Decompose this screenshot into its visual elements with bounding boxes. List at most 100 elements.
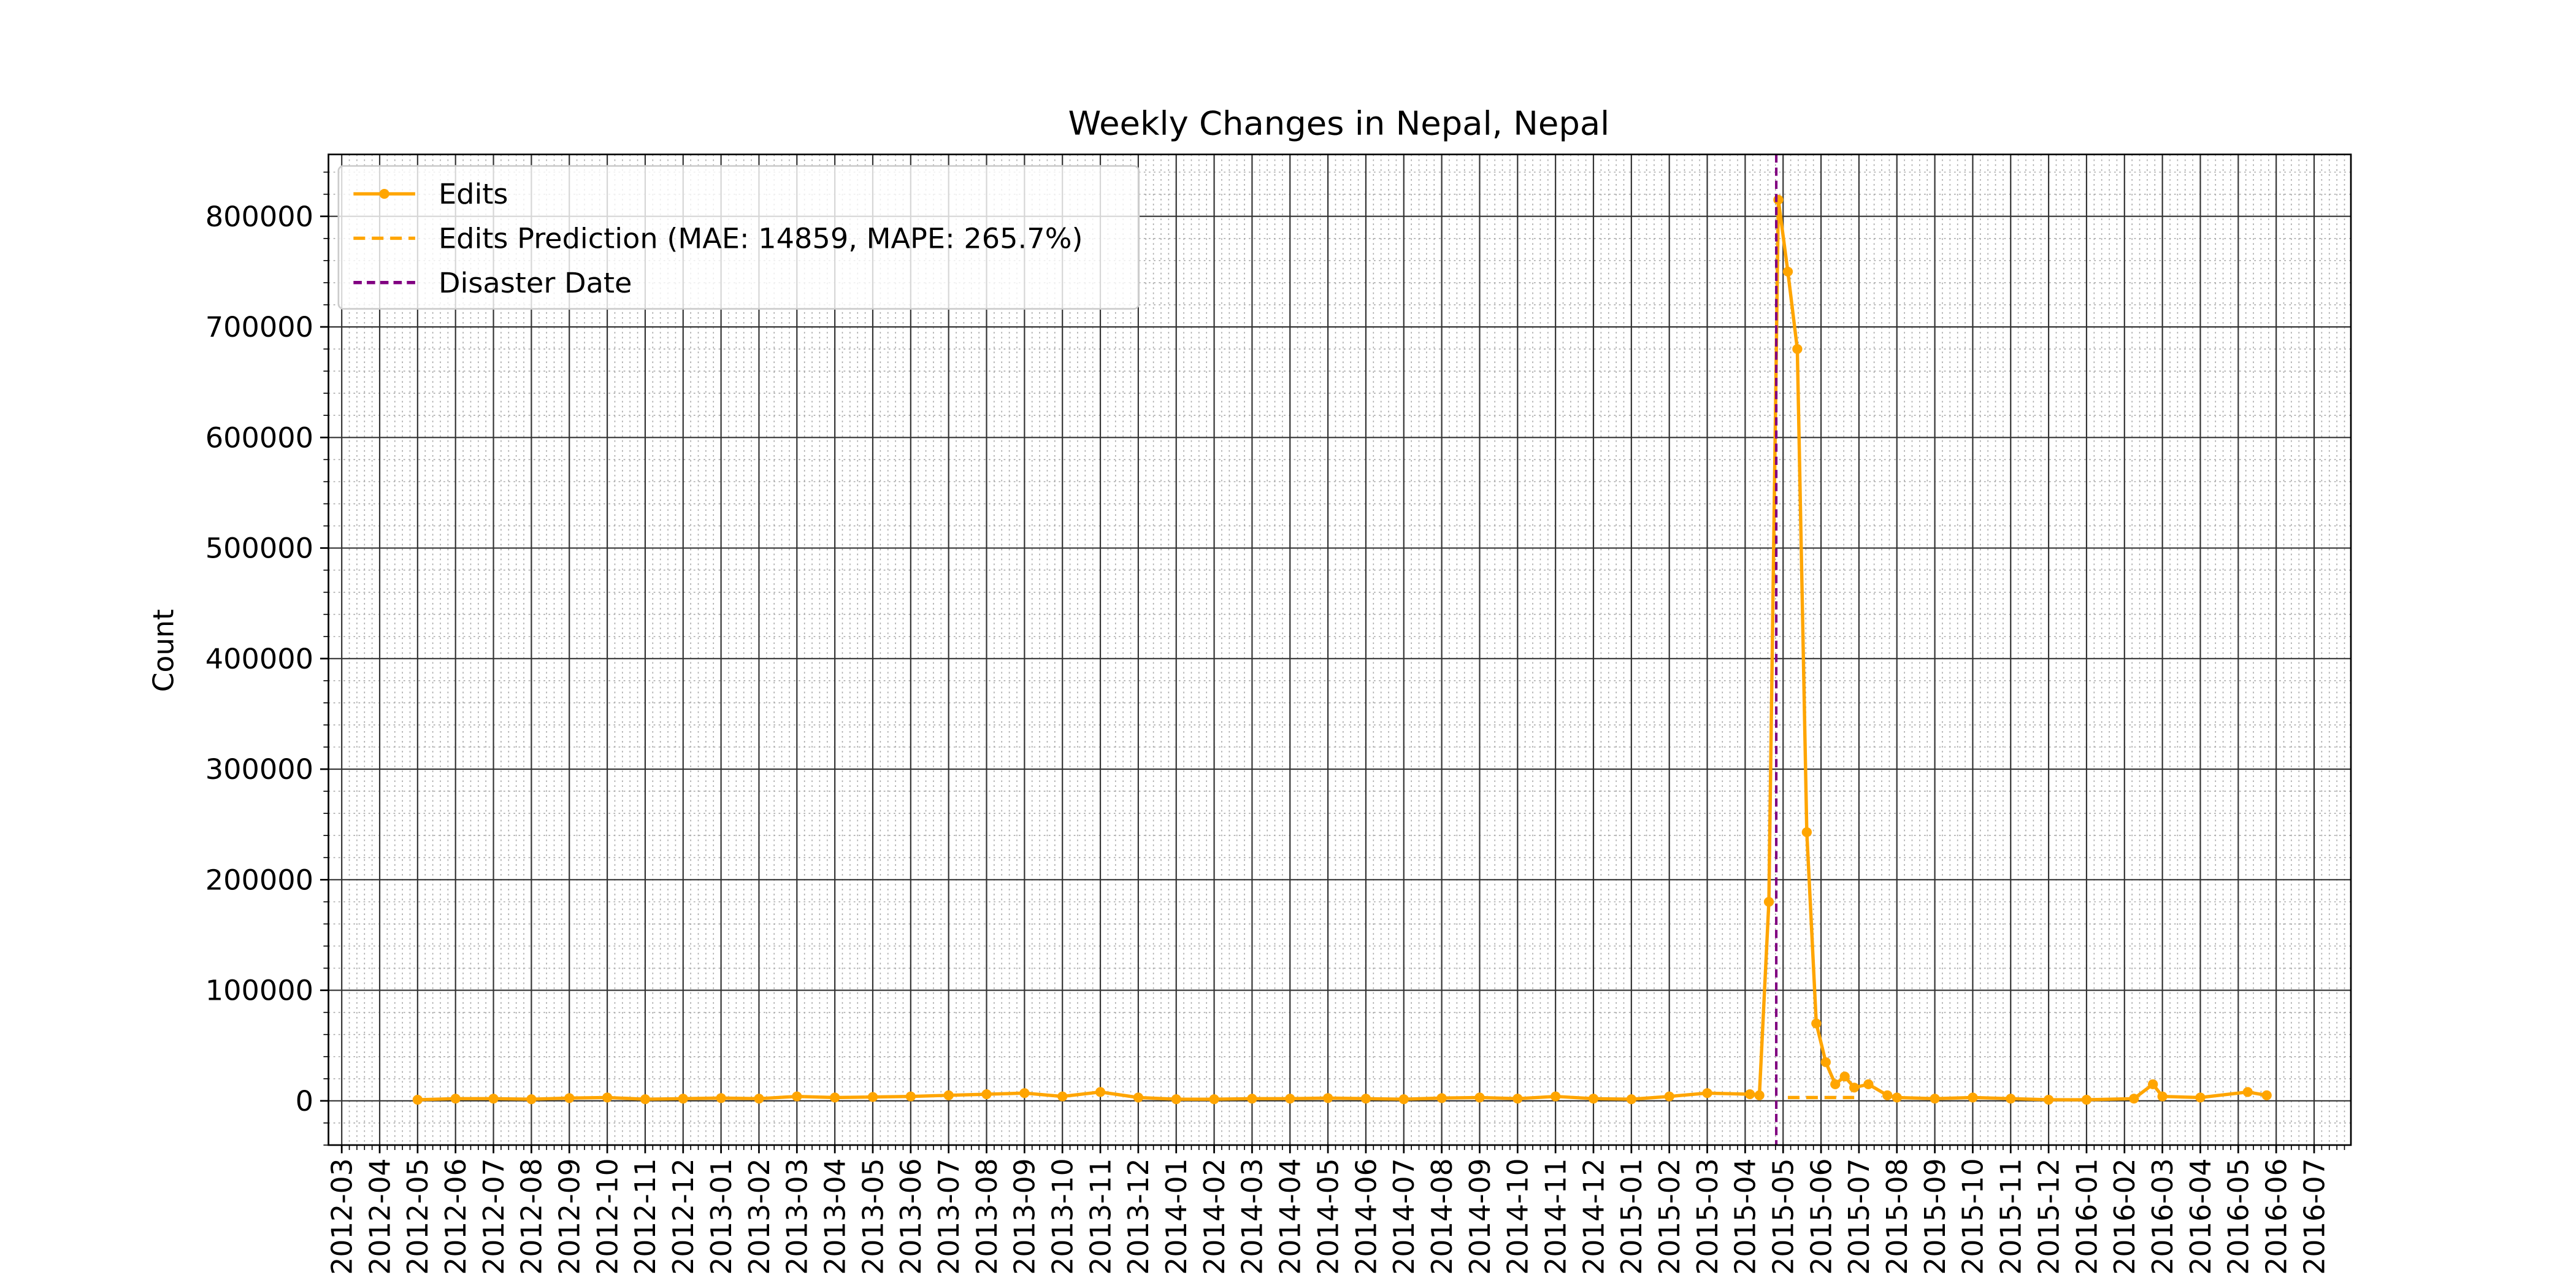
x-tick-label: 2012-06 — [439, 1158, 472, 1275]
data-point — [1702, 1088, 1712, 1098]
y-tick-label: 0 — [296, 1084, 313, 1117]
x-tick-label: 2015-01 — [1615, 1158, 1648, 1275]
data-point — [1801, 827, 1812, 837]
data-point — [1930, 1094, 1940, 1104]
y-tick-label: 400000 — [205, 642, 313, 675]
x-tick-label: 2014-10 — [1501, 1158, 1534, 1275]
data-point — [1792, 344, 1803, 355]
legend-box — [337, 165, 1140, 310]
data-point — [1744, 1089, 1755, 1100]
data-point — [1360, 1094, 1371, 1104]
data-point — [2006, 1094, 2016, 1104]
data-point — [1892, 1092, 1902, 1103]
x-tick-label: 2013-03 — [780, 1158, 813, 1275]
x-tick-label: 2016-04 — [2183, 1158, 2217, 1275]
data-point — [1882, 1090, 1893, 1100]
data-point — [1398, 1094, 1409, 1105]
x-tick-label: 2014-05 — [1311, 1158, 1344, 1275]
x-tick-label: 2012-10 — [591, 1158, 624, 1275]
x-tick-label: 2016-07 — [2298, 1158, 2331, 1275]
y-tick-label: 200000 — [205, 864, 313, 897]
legend-label: Edits Prediction (MAE: 14859, MAPE: 265.… — [439, 222, 1083, 255]
x-tick-label: 2014-11 — [1539, 1158, 1572, 1275]
data-point — [564, 1093, 575, 1103]
x-tick-label: 2014-04 — [1273, 1158, 1306, 1275]
data-point — [1811, 1018, 1822, 1029]
x-tick-label: 2013-04 — [818, 1158, 851, 1275]
data-point — [1763, 897, 1774, 907]
y-tick-label: 300000 — [205, 753, 313, 786]
x-tick-label: 2016-01 — [2070, 1158, 2103, 1275]
data-point — [754, 1094, 764, 1104]
x-tick-label: 2015-12 — [2032, 1158, 2065, 1275]
data-point — [1247, 1094, 1257, 1104]
data-point — [640, 1094, 651, 1105]
data-point — [1322, 1093, 1333, 1103]
x-tick-label: 2013-07 — [932, 1158, 965, 1275]
x-tick-label: 2012-04 — [363, 1158, 396, 1275]
x-tick-label: 2016-02 — [2108, 1158, 2141, 1275]
data-point — [2261, 1090, 2272, 1100]
legend: Edits Edits Prediction (MAE: 14859, MAPE:… — [337, 165, 1140, 310]
x-tick-label: 2015-06 — [1804, 1158, 1838, 1275]
data-point — [1133, 1092, 1144, 1103]
x-tick-label: 2015-10 — [1956, 1158, 1989, 1275]
data-point — [2043, 1095, 2054, 1105]
data-point — [981, 1089, 992, 1100]
data-point — [1057, 1091, 1068, 1102]
x-tick-label: 2014-08 — [1425, 1158, 1459, 1275]
x-tick-label: 2015-08 — [1880, 1158, 1914, 1275]
data-point — [1209, 1094, 1219, 1105]
x-tick-label: 2015-02 — [1653, 1158, 1686, 1275]
data-point — [2148, 1079, 2158, 1089]
data-point — [867, 1092, 878, 1102]
x-tick-label: 2012-05 — [401, 1158, 434, 1275]
y-tick-label: 600000 — [205, 421, 313, 454]
data-point — [1782, 266, 1793, 277]
x-tick-label: 2012-07 — [477, 1158, 510, 1275]
x-tick-label: 2013-08 — [970, 1158, 1003, 1275]
chart-title: Weekly Changes in Nepal, Nepal — [1068, 104, 1610, 143]
plot-frame — [328, 153, 2352, 1146]
data-point — [792, 1091, 802, 1102]
x-tick-label: 2016-06 — [2260, 1158, 2293, 1275]
x-tick-label: 2014-12 — [1577, 1158, 1610, 1275]
data-point — [1839, 1071, 1850, 1082]
data-point — [2195, 1092, 2206, 1103]
data-point — [1830, 1079, 1841, 1089]
data-point — [905, 1091, 916, 1102]
data-point — [1863, 1079, 1874, 1089]
x-tick-label: 2012-03 — [325, 1158, 358, 1275]
data-point — [943, 1090, 954, 1100]
data-point — [1019, 1088, 1030, 1098]
x-tick-label: 2016-05 — [2221, 1158, 2255, 1275]
x-tick-label: 2014-06 — [1349, 1158, 1382, 1275]
legend-label: Disaster Date — [439, 266, 632, 299]
data-point — [488, 1094, 499, 1104]
legend-label: Edits — [439, 177, 508, 210]
data-point — [1773, 194, 1784, 205]
data-point — [1664, 1091, 1674, 1102]
data-point — [526, 1094, 537, 1105]
x-tick-label: 2013-10 — [1046, 1158, 1079, 1275]
data-point — [1820, 1057, 1831, 1067]
x-tick-label: 2013-01 — [705, 1158, 738, 1275]
data-point — [2157, 1091, 2168, 1102]
data-point — [602, 1092, 613, 1103]
x-tick-label: 2016-03 — [2146, 1158, 2179, 1275]
data-point — [716, 1093, 726, 1103]
x-tick-label: 2015-03 — [1691, 1158, 1724, 1275]
x-tick-label: 2012-08 — [515, 1158, 548, 1275]
x-tick-label: 2014-01 — [1160, 1158, 1193, 1275]
x-tick-label: 2015-09 — [1919, 1158, 1952, 1275]
x-tick-label: 2013-06 — [894, 1158, 927, 1275]
data-point — [2242, 1087, 2253, 1097]
y-tick-label: 700000 — [205, 310, 313, 343]
x-tick-label: 2015-07 — [1842, 1158, 1876, 1275]
data-point — [1754, 1090, 1765, 1100]
y-tick-label: 800000 — [205, 200, 313, 233]
data-point — [1968, 1092, 1978, 1103]
x-tick-label: 2012-09 — [553, 1158, 586, 1275]
y-tick-label: 500000 — [205, 532, 313, 565]
